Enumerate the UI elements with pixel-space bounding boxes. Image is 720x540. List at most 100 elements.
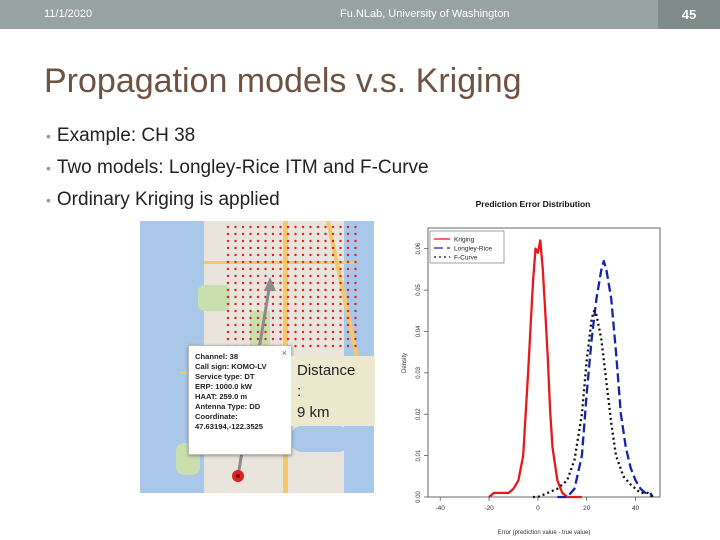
grid-point	[346, 330, 350, 334]
grid-point	[301, 239, 305, 243]
grid-point	[331, 323, 335, 327]
x-tick-label: -20	[484, 505, 494, 512]
map-road	[204, 261, 354, 264]
grid-point	[354, 337, 357, 341]
bullet-list: • Example: CH 38 • Two models: Longley-Ric…	[46, 124, 429, 220]
grid-point	[226, 267, 230, 271]
grid-point	[234, 323, 237, 327]
grid-point	[279, 323, 282, 327]
grid-point	[339, 225, 342, 229]
y-tick-label: 0.05	[416, 284, 422, 296]
grid-point	[234, 288, 237, 292]
grid-point	[294, 309, 297, 313]
grid-point	[316, 309, 320, 313]
grid-point	[286, 225, 290, 229]
grid-point	[249, 260, 252, 264]
grid-point	[286, 239, 290, 243]
grid-point	[354, 316, 357, 320]
grid-point	[339, 281, 342, 285]
grid-point	[279, 309, 282, 313]
grid-point	[294, 295, 297, 299]
grid-point	[331, 239, 335, 243]
grid-point	[226, 260, 230, 264]
grid-point	[286, 281, 290, 285]
grid-point	[256, 239, 260, 243]
grid-point	[354, 239, 357, 243]
distance-label-line: :	[297, 383, 302, 400]
grid-point	[309, 260, 312, 264]
grid-point	[241, 281, 245, 285]
grid-point	[256, 260, 260, 264]
grid-point	[354, 274, 357, 278]
popup-line: Channel: 38	[195, 352, 239, 361]
grid-point	[354, 302, 357, 306]
grid-point	[271, 225, 275, 229]
grid-point	[226, 330, 230, 334]
bullet-text: Ordinary Kriging is applied	[56, 189, 280, 210]
grid-point	[271, 239, 275, 243]
grid-point	[271, 232, 275, 236]
grid-point	[354, 260, 357, 264]
close-icon[interactable]: ×	[281, 348, 287, 358]
grid-point	[256, 274, 260, 278]
grid-point	[294, 246, 297, 250]
grid-point	[354, 330, 357, 334]
bullet-icon: •	[46, 160, 51, 176]
grid-point	[241, 246, 245, 250]
grid-point	[234, 316, 237, 320]
grid-point	[354, 288, 357, 292]
grid-point	[271, 309, 275, 313]
grid-point	[301, 267, 305, 271]
grid-point	[256, 267, 260, 271]
grid-point	[294, 274, 297, 278]
grid-point	[309, 316, 312, 320]
grid-point	[226, 288, 230, 292]
grid-point	[301, 295, 305, 299]
grid-point	[226, 246, 230, 250]
grid-point	[226, 281, 230, 285]
grid-point	[234, 239, 237, 243]
grid-point	[241, 288, 245, 292]
grid-point	[309, 302, 312, 306]
grid-point	[241, 267, 245, 271]
grid-point	[354, 344, 357, 348]
bullet-item: • Ordinary Kriging is applied	[46, 188, 429, 220]
grid-point	[279, 260, 282, 264]
grid-point	[316, 281, 320, 285]
kriging-grid-points	[226, 225, 357, 348]
grid-point	[279, 316, 282, 320]
grid-point	[286, 337, 290, 341]
grid-point	[309, 281, 312, 285]
grid-point	[271, 337, 275, 341]
grid-point	[339, 295, 342, 299]
grid-point	[264, 232, 267, 236]
bullet-item: • Example: CH 38	[46, 124, 429, 156]
grid-point	[339, 323, 342, 327]
grid-point	[264, 239, 267, 243]
grid-point	[339, 288, 342, 292]
grid-point	[286, 246, 290, 250]
grid-point	[286, 253, 290, 257]
y-tick-label: 0.01	[416, 449, 422, 461]
grid-point	[294, 232, 297, 236]
grid-point	[331, 281, 335, 285]
popup-line: HAAT: 259.0 m	[195, 392, 248, 401]
grid-point	[271, 253, 275, 257]
grid-point	[309, 295, 312, 299]
grid-point	[234, 267, 237, 271]
grid-point	[346, 323, 350, 327]
grid-point	[294, 225, 297, 229]
popup-line: Coordinate:	[195, 412, 238, 421]
grid-point	[249, 323, 252, 327]
grid-point	[316, 267, 320, 271]
grid-point	[354, 232, 357, 236]
grid-point	[331, 295, 335, 299]
grid-point	[234, 295, 237, 299]
grid-point	[346, 316, 350, 320]
grid-point	[234, 281, 237, 285]
grid-point	[309, 288, 312, 292]
grid-point	[234, 330, 237, 334]
grid-point	[309, 232, 312, 236]
grid-point	[264, 281, 267, 285]
grid-point	[241, 260, 245, 264]
